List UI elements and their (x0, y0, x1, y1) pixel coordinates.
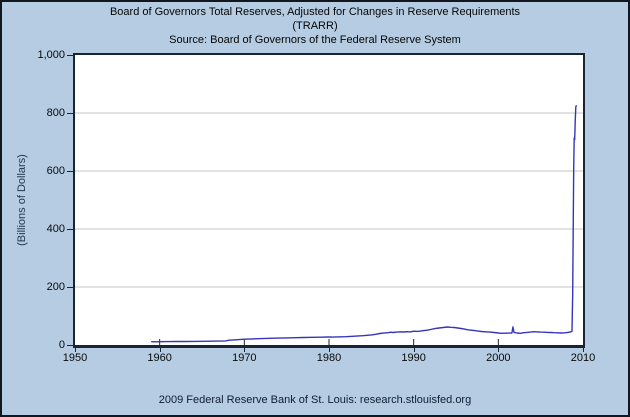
x-tick-label: 1980 (316, 352, 342, 364)
x-tick-label: 1990 (401, 352, 426, 364)
x-tick-label: 1960 (147, 352, 172, 364)
y-tick-label: 600 (46, 165, 65, 177)
y-tick-mark (67, 55, 73, 56)
x-tick-mark (413, 348, 415, 352)
x-tick-label: 2010 (570, 352, 596, 364)
chart-title-block: Board of Governors Total Reserves, Adjus… (2, 5, 628, 47)
y-tick-label: 1,000 (37, 49, 65, 61)
y-tick-mark (67, 229, 73, 230)
chart-source: Source: Board of Governors of the Federa… (169, 34, 461, 46)
x-tick-mark (498, 348, 500, 352)
y-tick-mark (67, 113, 73, 114)
y-tick-label: 400 (46, 223, 65, 235)
x-tick-label: 2000 (486, 352, 511, 364)
y-tick-mark (67, 345, 73, 346)
y-tick-label: 0 (58, 339, 65, 351)
x-tick-mark (583, 348, 584, 352)
chart-title: Board of Governors Total Reserves, Adjus… (109, 6, 521, 18)
y-tick-label: 800 (46, 107, 65, 119)
plot-area (73, 53, 585, 348)
x-tick-mark (329, 348, 330, 352)
y-tick-mark (67, 171, 73, 172)
x-tick-mark (75, 348, 76, 352)
y-tick-mark (67, 287, 73, 288)
x-tick-label: 1950 (62, 352, 88, 364)
x-tick-mark (159, 348, 161, 352)
x-tick-mark (244, 348, 246, 352)
line-chart-svg (75, 104, 583, 345)
x-tick-label: 1970 (232, 352, 257, 364)
data-line-trarr (151, 104, 578, 343)
chart-subtitle: (TRARR) (292, 20, 338, 32)
y-tick-label: 200 (46, 281, 65, 293)
footer-text: 2009 Federal Reserve Bank of St. Louis: … (158, 394, 472, 406)
